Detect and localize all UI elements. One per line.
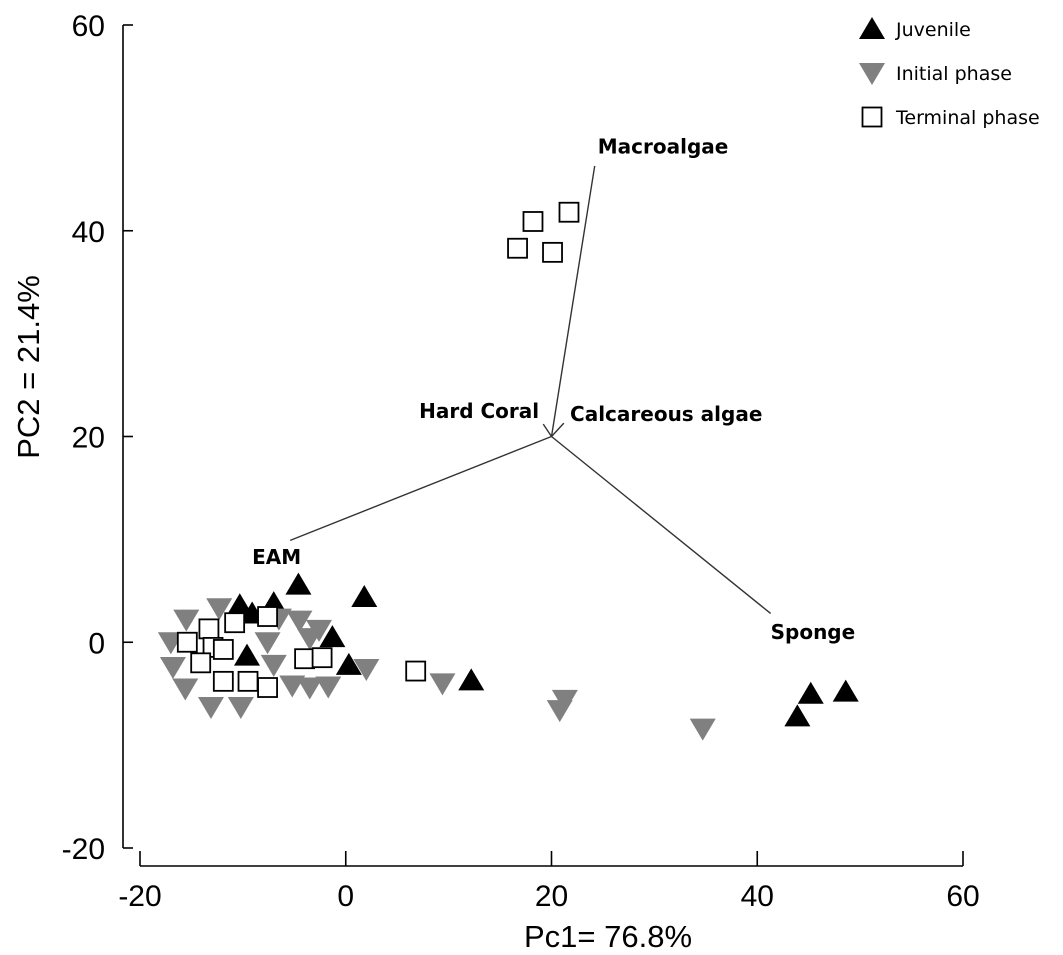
point-initial-phase — [286, 610, 313, 633]
point-initial-phase — [429, 673, 456, 696]
x-tick-label: 60 — [946, 880, 979, 913]
point-juvenile — [797, 681, 824, 704]
x-tick-label: 40 — [741, 880, 774, 913]
point-terminal-phase — [212, 639, 234, 660]
point-juvenile — [784, 704, 811, 727]
point-initial-phase — [260, 654, 287, 677]
point-initial-phase — [197, 697, 224, 720]
y-tick-label: 20 — [72, 422, 105, 455]
point-juvenile — [351, 584, 378, 607]
point-terminal-phase — [257, 606, 278, 627]
point-terminal-phase — [212, 670, 234, 692]
point-terminal-phase — [176, 631, 198, 653]
point-juvenile — [832, 679, 859, 702]
point-terminal-phase — [198, 618, 220, 640]
point-initial-phase — [254, 632, 281, 655]
point-initial-phase — [206, 598, 233, 621]
point-terminal-phase — [507, 237, 528, 259]
legend: Juvenile Initial phase Terminal phase — [859, 17, 1040, 129]
vector-line-hard-coral — [542, 423, 553, 437]
point-terminal-phase — [405, 660, 427, 682]
x-ticks: -20 0 20 40 60 — [118, 851, 980, 913]
legend-marker-terminal-phase — [861, 106, 883, 128]
point-initial-phase — [227, 697, 254, 720]
series-terminal-phase — [176, 201, 580, 698]
x-tick-label: -20 — [118, 880, 161, 913]
point-initial-phase — [689, 718, 716, 741]
point-juvenile — [458, 668, 485, 691]
point-terminal-phase — [294, 648, 316, 670]
point-juvenile — [319, 625, 346, 648]
y-tick-label: -20 — [62, 833, 105, 866]
legend-marker-juvenile — [859, 17, 885, 39]
x-tick-label: 20 — [535, 880, 568, 913]
series-initial-phase — [157, 598, 716, 741]
x-axis-title: Pc1= 76.8% — [524, 919, 692, 954]
x-tick-label: 0 — [337, 880, 354, 913]
point-initial-phase — [296, 677, 323, 700]
vector-line-calcareous-algae — [550, 422, 565, 437]
point-terminal-phase — [522, 211, 544, 232]
data-points — [157, 201, 859, 741]
vector-line-eam — [289, 435, 552, 542]
vector-line-sponge — [551, 435, 772, 614]
point-juvenile — [226, 593, 253, 616]
point-terminal-phase — [257, 677, 278, 698]
loading-vectors: Macroalgae Hard Coral Calcareous algae EAM S… — [252, 135, 855, 645]
legend-label-juvenile: Juvenile — [895, 19, 971, 41]
legend-label-initial-phase: Initial phase — [896, 63, 1012, 85]
vector-label-sponge: Sponge — [771, 620, 856, 644]
y-tick-label: 0 — [88, 627, 105, 660]
point-initial-phase — [159, 656, 186, 679]
point-initial-phase — [315, 676, 342, 699]
vector-label-hard-coral: Hard Coral — [419, 399, 539, 423]
point-terminal-phase — [311, 647, 333, 669]
point-initial-phase — [173, 609, 200, 632]
vector-label-macroalgae: Macroalgae — [598, 135, 729, 159]
point-terminal-phase — [558, 201, 580, 223]
vector-line-macroalgae — [550, 165, 596, 437]
legend-label-terminal-phase: Terminal phase — [895, 107, 1040, 129]
point-terminal-phase — [190, 652, 212, 674]
point-terminal-phase — [224, 612, 246, 634]
point-initial-phase — [353, 658, 380, 681]
point-juvenile — [233, 643, 260, 666]
legend-marker-initial-phase — [859, 63, 885, 85]
y-tick-label: 40 — [72, 216, 105, 249]
point-terminal-phase — [542, 241, 563, 263]
point-juvenile — [335, 652, 362, 675]
axes: -20 0 20 40 60 -20 0 20 40 60 — [62, 10, 980, 913]
y-ticks: -20 0 20 40 60 — [62, 10, 133, 866]
vector-label-calcareous-algae: Calcareous algae — [570, 402, 762, 426]
y-tick-label: 60 — [72, 10, 105, 43]
point-initial-phase — [306, 619, 333, 642]
vector-label-eam: EAM — [252, 545, 301, 569]
point-initial-phase — [279, 675, 306, 698]
point-initial-phase — [546, 700, 573, 723]
point-terminal-phase — [237, 670, 259, 692]
point-juvenile — [285, 572, 312, 595]
y-axis-title: PC2 = 21.4% — [11, 275, 46, 459]
point-initial-phase — [172, 678, 199, 701]
